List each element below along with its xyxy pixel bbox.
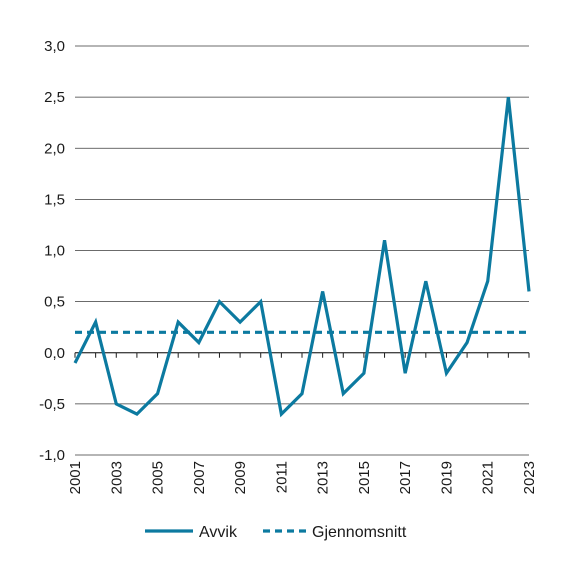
x-tick-label: 2019 bbox=[438, 461, 455, 494]
axes bbox=[74, 352, 530, 358]
legend-label: Gjennomsnitt bbox=[312, 524, 407, 541]
y-tick-label: 2,0 bbox=[44, 140, 65, 157]
y-tick-label: 2,5 bbox=[44, 89, 65, 106]
x-tick-label: 2023 bbox=[521, 461, 538, 494]
y-tick-label: -1,0 bbox=[39, 447, 65, 464]
x-tick-label: 2007 bbox=[191, 461, 208, 494]
x-tick-label: 2009 bbox=[232, 461, 249, 494]
x-tick-label: 2013 bbox=[315, 461, 332, 494]
x-tick-label: 2003 bbox=[108, 461, 125, 494]
legend-label: Avvik bbox=[199, 524, 238, 541]
series-line-avvik bbox=[73, 96, 531, 418]
x-tick-label: 2015 bbox=[356, 461, 373, 494]
legend-item: Gjennomsnitt bbox=[263, 524, 407, 541]
y-tick-label: 1,0 bbox=[44, 243, 65, 260]
x-tick-label: 2005 bbox=[150, 461, 167, 494]
x-tick-label: 2011 bbox=[273, 461, 290, 493]
y-axis-tick-labels: 3,0 2,5 2,0 1,5 1,0 0,5 0,0 -0,5 -1,0 bbox=[39, 38, 65, 464]
y-tick-label: 3,0 bbox=[44, 38, 65, 55]
legend-item: Avvik bbox=[145, 524, 238, 541]
x-tick-label: 2001 bbox=[67, 461, 84, 494]
x-tick-label: 2021 bbox=[480, 461, 497, 494]
y-tick-label: -0,5 bbox=[39, 396, 65, 413]
y-tick-label: 0,5 bbox=[44, 294, 65, 311]
x-tick-label: 2017 bbox=[397, 461, 414, 494]
legend: Avvik Gjennomsnitt bbox=[145, 524, 407, 541]
y-tick-label: 0,0 bbox=[44, 345, 65, 362]
x-axis-tick-labels: 2001 2003 2005 2007 2009 2011 2013 2015 2017 2019… bbox=[67, 461, 538, 494]
y-tick-label: 1,5 bbox=[44, 191, 65, 208]
series-lines bbox=[73, 96, 531, 418]
